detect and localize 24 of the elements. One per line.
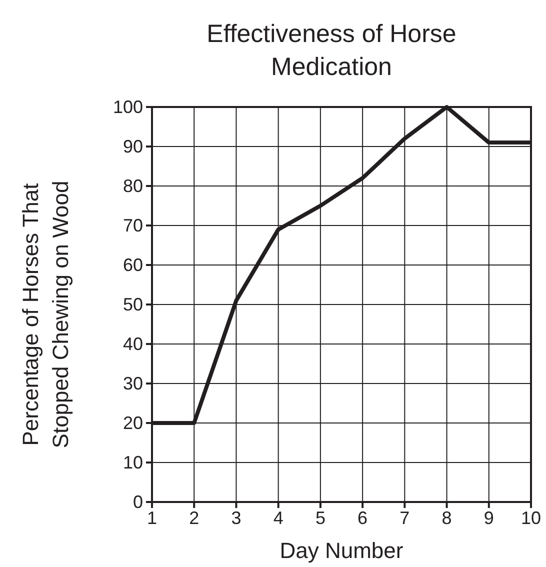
y-tick-label: 70: [122, 215, 143, 236]
x-tick-label: 2: [189, 508, 200, 528]
x-tick-label: 3: [231, 508, 242, 528]
x-tick-label: 9: [484, 508, 494, 528]
y-tick-label: 90: [122, 136, 143, 156]
x-tick-label: 6: [358, 508, 368, 528]
y-axis-title: Percentage of Horses That Stopped Chewing on Wood: [18, 180, 73, 448]
y-tick-label: 50: [122, 294, 143, 314]
y-tick-label: 100: [112, 96, 143, 117]
x-tick-label: 5: [315, 508, 326, 528]
y-tick-label: 30: [122, 373, 143, 394]
y-tick-label: 0: [132, 492, 143, 512]
chart-title: Effectiveness of Horse Medication: [206, 20, 456, 81]
x-tick-label: 7: [400, 508, 410, 528]
x-tick-label: 1: [146, 508, 158, 528]
x-tick-label: 10: [520, 508, 542, 528]
y-tick-label: 40: [122, 334, 143, 354]
y-tick-label: 10: [122, 452, 143, 472]
x-tick-label: 4: [273, 508, 284, 528]
y-tick-label: 80: [122, 176, 143, 196]
x-tick-label: 8: [442, 508, 452, 528]
x-axis-title: Day Number: [280, 538, 404, 563]
y-tick-label: 60: [122, 254, 143, 275]
y-tick-label: 20: [122, 412, 143, 433]
